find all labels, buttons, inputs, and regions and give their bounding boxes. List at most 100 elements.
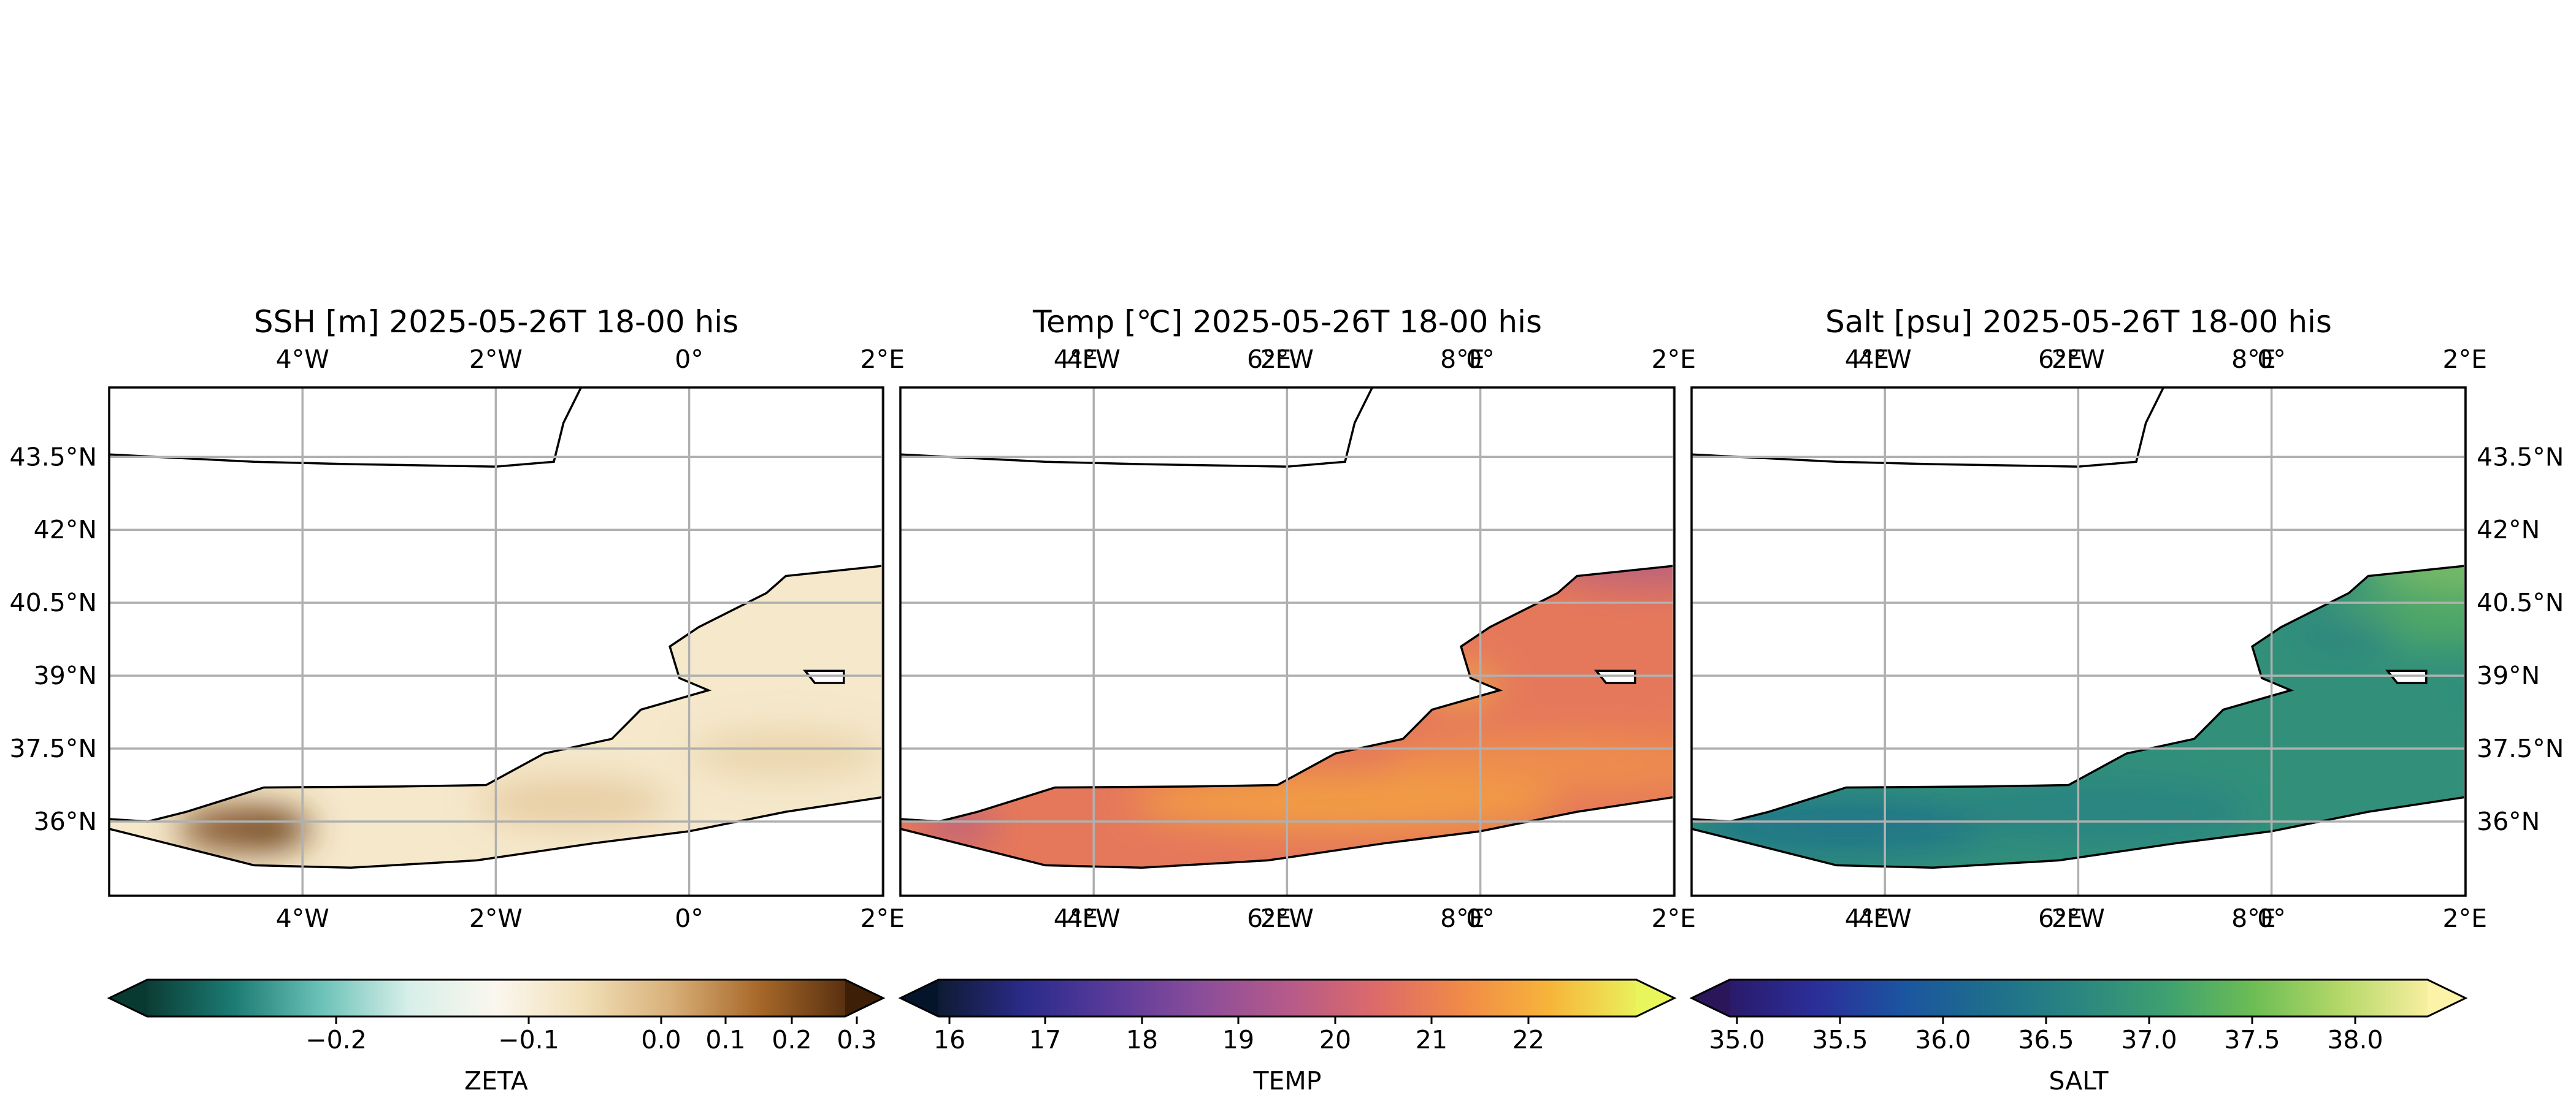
colorbar-tick-label: 36.0 — [1915, 1025, 1971, 1055]
lon-tick-label-bottom: 0° — [675, 904, 703, 933]
lon-tick-label-top: 2°E — [1652, 345, 1696, 374]
colorbar-tick-label: 0.1 — [705, 1025, 745, 1055]
lon-tick-label-bottom: 4°W — [1067, 904, 1121, 933]
lon-tick-label-top: 6°E — [2038, 345, 2083, 374]
lat-tick-label-right: 36°N — [2477, 807, 2540, 836]
colorbar-gradient — [147, 980, 845, 1016]
lat-tick-label-left: 43.5°N — [10, 442, 97, 471]
lon-tick-label-bottom: 6°E — [2038, 904, 2083, 933]
lon-tick-label-top: 6°E — [1247, 345, 1292, 374]
lon-tick-label-bottom: 2°W — [1260, 904, 1314, 933]
colorbar-tick-label: 16 — [933, 1025, 965, 1055]
lon-tick-label-bottom: 2°E — [861, 904, 905, 933]
iberian-french-coastline — [109, 565, 883, 823]
lon-tick-label-top: 4°W — [1858, 345, 1912, 374]
ibiza-coast — [803, 669, 845, 684]
lon-tick-label-bottom: 4°W — [276, 904, 329, 933]
lon-tick-label-top: 4°E — [1845, 345, 1890, 374]
mallorca-coast — [2504, 630, 2576, 659]
lon-tick-label-top: 2°E — [861, 345, 905, 374]
lon-tick-label-top: 2°W — [469, 345, 523, 374]
colorbar-tick-label: 22 — [1512, 1025, 1544, 1055]
lon-tick-label-top: 0° — [675, 345, 703, 374]
colorbar-gradient — [1730, 980, 2428, 1016]
lon-tick-label-top: 2°E — [2443, 345, 2488, 374]
map-area — [109, 387, 883, 896]
colorbar-outline — [898, 978, 1677, 1018]
colorbar-tick-label: 37.5 — [2224, 1025, 2280, 1055]
lon-tick-label-bottom: 2°E — [1652, 904, 1696, 933]
lon-tick-label-bottom: 4°E — [1054, 904, 1098, 933]
panel-temp: Temp [℃] 2025-05-26T 18-00 his 4°W 4°W 2°W 2… — [898, 304, 2276, 1096]
lat-tick-label-left: 36°N — [34, 807, 97, 836]
lat-tick-label-right: 43.5°N — [2477, 442, 2564, 471]
lon-tick-label-bottom: 6°E — [1247, 904, 1292, 933]
lon-tick-label-top: 2°W — [2052, 345, 2105, 374]
colorbar-extend-right — [845, 980, 883, 1016]
lon-tick-label-bottom: 0° — [2257, 904, 2286, 933]
map-frame — [108, 386, 884, 897]
colorbar-tick-label: 38.0 — [2327, 1025, 2383, 1055]
lon-tick-label-bottom: 0° — [1466, 904, 1495, 933]
lat-tick-label-left: 37.5°N — [10, 734, 97, 763]
colorbar-label: ZETA — [464, 1066, 528, 1096]
colorbar-tick-label: −0.2 — [305, 1025, 367, 1055]
colorbar-label: TEMP — [1252, 1066, 1321, 1096]
colorbar-extend-left — [1692, 980, 1730, 1016]
african-coastline — [1692, 796, 2466, 869]
colorbar-label: SALT — [2049, 1066, 2109, 1096]
panel-salt: Salt [psu] 2025-05-26T 18-00 his 4°W 4°W 2°… — [1689, 304, 2576, 1096]
colorbar-outline — [1689, 978, 2468, 1018]
colorbar-tick-label: 37.0 — [2121, 1025, 2177, 1055]
colorbar-tick-label: 0.3 — [837, 1025, 876, 1055]
lon-tick-label-bottom: 8°E — [2231, 904, 2276, 933]
colorbar-tick-label: −0.1 — [498, 1025, 559, 1055]
colorbar-tick-label: 18 — [1126, 1025, 1158, 1055]
colorbar-tick-label: 35.5 — [1812, 1025, 1868, 1055]
lat-tick-label-right: 42°N — [2477, 515, 2540, 544]
map-area — [1692, 387, 2576, 896]
iberian-french-coastline — [900, 565, 1674, 823]
lon-tick-label-top: 2°W — [1260, 345, 1314, 374]
colorbar-tick-label: 36.5 — [2018, 1025, 2074, 1055]
colorbar-gradient — [938, 980, 1636, 1016]
colorbar-salt: 35.0 35.5 36.0 36.5 37.0 37.5 38.0 SALT — [1689, 978, 2468, 1096]
panel-zeta: SSH [m] 2025-05-26T 18-00 his 4°W 4°W 2°W 2°… — [10, 304, 1485, 1096]
lon-tick-label-top: 4°E — [1054, 345, 1098, 374]
field-zeta — [109, 418, 883, 868]
colorbar-temp: 16 17 18 19 20 21 22 TEMP — [898, 978, 1677, 1096]
colorbar-extend-left — [900, 980, 938, 1016]
lon-tick-label-bottom: 4°W — [1858, 904, 1912, 933]
colorbar-zeta: −0.2 −0.1 0.0 0.1 0.2 0.3 ZETA — [107, 978, 886, 1096]
colorbar-outline — [107, 978, 886, 1018]
colorbar-extend-right — [2428, 980, 2466, 1016]
lat-tick-label-right: 37.5°N — [2477, 734, 2564, 763]
lon-tick-label-top: 8°E — [1440, 345, 1485, 374]
lon-tick-label-top: 4°W — [1067, 345, 1121, 374]
lat-tick-label-left: 42°N — [34, 515, 97, 544]
panel-title: Temp [℃] 2025-05-26T 18-00 his — [1032, 304, 1542, 340]
lon-tick-label-top: 0° — [2257, 345, 2286, 374]
ibiza-coast — [1594, 669, 1636, 684]
lon-tick-label-top: 0° — [1466, 345, 1495, 374]
lon-tick-label-top: 8°E — [2231, 345, 2276, 374]
panel-title: Salt [psu] 2025-05-26T 18-00 his — [1825, 304, 2332, 340]
lon-tick-label-bottom: 8°E — [1440, 904, 1485, 933]
african-coastline — [900, 796, 1674, 869]
map-frame — [899, 386, 1676, 897]
ibiza-coast — [2385, 669, 2428, 684]
map-frame — [1690, 386, 2467, 897]
iberian-french-coastline — [1692, 565, 2466, 823]
lon-tick-label-bottom: 2°W — [2052, 904, 2105, 933]
panel-title: SSH [m] 2025-05-26T 18-00 his — [254, 304, 738, 340]
lon-tick-label-bottom: 2°E — [2443, 904, 2488, 933]
lat-tick-label-right: 40.5°N — [2477, 588, 2564, 617]
colorbar-tick-label: 20 — [1319, 1025, 1351, 1055]
colorbar-tick-label: 17 — [1029, 1025, 1061, 1055]
colorbar-extend-right — [1636, 980, 1674, 1016]
lat-tick-label-left: 40.5°N — [10, 588, 97, 617]
colorbar-extend-left — [109, 980, 147, 1016]
lon-tick-label-top: 4°W — [276, 345, 329, 374]
